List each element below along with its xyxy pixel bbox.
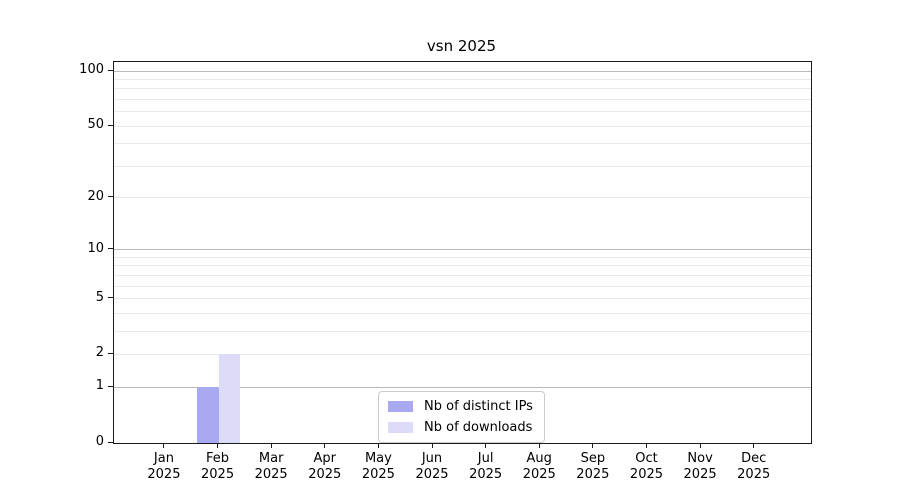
gridline-major	[114, 70, 811, 72]
x-tick	[324, 443, 326, 448]
legend-label-distinct-ips: Nb of distinct IPs	[424, 399, 533, 414]
legend-swatch-downloads	[388, 422, 413, 433]
gridline-minor	[114, 88, 811, 90]
legend-item-downloads: Nb of downloads	[388, 419, 533, 436]
gridline-minor	[114, 274, 811, 276]
x-tick-label: Apr 2025	[308, 451, 342, 482]
gridline-minor	[114, 143, 811, 145]
gridline-minor	[114, 111, 811, 113]
legend-item-distinct-ips: Nb of distinct IPs	[388, 398, 533, 415]
x-tick	[431, 443, 433, 448]
y-tick-label: 100	[79, 62, 104, 78]
x-tick-label: Dec 2025	[737, 451, 771, 482]
x-tick	[645, 443, 647, 448]
x-tick	[270, 443, 272, 448]
x-tick-label: Nov 2025	[683, 451, 717, 482]
gridline-major	[114, 386, 811, 388]
gridline-minor	[114, 78, 811, 80]
legend: Nb of distinct IPs Nb of downloads	[378, 391, 545, 443]
y-tick	[108, 441, 113, 443]
gridline-minor	[114, 165, 811, 167]
x-tick	[538, 443, 540, 448]
x-tick-label: Mar 2025	[254, 451, 288, 482]
y-tick	[108, 124, 113, 126]
x-tick-label: May 2025	[361, 451, 395, 482]
bar-distinct-ips	[197, 387, 219, 443]
y-tick	[108, 196, 113, 198]
gridline-minor	[114, 285, 811, 287]
gridline-minor	[114, 197, 811, 199]
x-tick-label: Jan 2025	[147, 451, 181, 482]
x-tick-label: Aug 2025	[522, 451, 556, 482]
y-tick-label: 5	[95, 289, 104, 305]
y-tick-label: 10	[87, 240, 104, 256]
x-tick-label: Sep 2025	[576, 451, 610, 482]
x-tick-label: Oct 2025	[629, 451, 664, 482]
x-tick	[753, 443, 755, 448]
gridline-minor	[114, 312, 811, 314]
x-tick	[592, 443, 594, 448]
legend-swatch-distinct-ips	[388, 401, 413, 412]
chart-title: vsn 2025	[426, 37, 497, 55]
x-tick	[377, 443, 379, 448]
bar-downloads	[218, 354, 240, 443]
gridline-minor	[114, 265, 811, 267]
y-tick-label: 1	[95, 378, 104, 394]
plot-area	[113, 61, 812, 444]
x-tick-label: Jun 2025	[415, 451, 449, 482]
gridline-minor	[114, 330, 811, 332]
x-tick	[217, 443, 219, 448]
x-tick	[699, 443, 701, 448]
gridline-minor	[114, 298, 811, 300]
y-tick-label: 20	[87, 188, 104, 204]
y-tick-label: 0	[95, 434, 104, 449]
gridline-minor	[114, 98, 811, 100]
y-tick	[108, 69, 113, 71]
x-tick	[163, 443, 165, 448]
x-tick-label: Feb 2025	[201, 451, 235, 482]
y-tick	[108, 248, 113, 250]
y-tick	[108, 297, 113, 299]
x-tick-label: Jul 2025	[469, 451, 503, 482]
y-tick	[108, 352, 113, 354]
gridline-minor	[114, 125, 811, 127]
y-tick-label: 50	[87, 117, 104, 133]
gridline-minor	[114, 256, 811, 258]
gridline-minor	[114, 353, 811, 355]
y-tick-label: 2	[95, 345, 104, 361]
gridline-major	[114, 249, 811, 251]
y-tick	[108, 385, 113, 387]
legend-label-downloads: Nb of downloads	[424, 420, 533, 435]
x-tick	[485, 443, 487, 448]
